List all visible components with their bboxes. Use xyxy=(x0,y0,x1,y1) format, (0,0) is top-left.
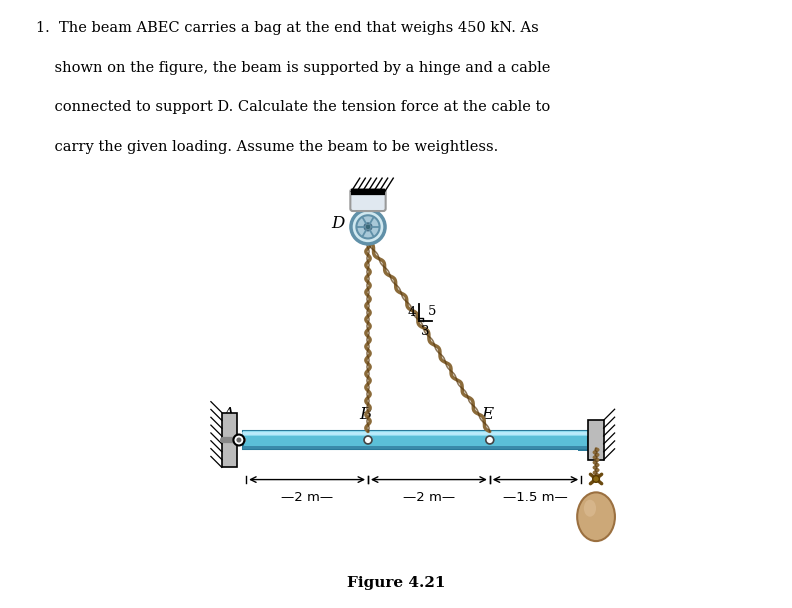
Bar xyxy=(243,446,588,449)
Text: D: D xyxy=(332,215,345,232)
Text: 5: 5 xyxy=(428,305,436,319)
Circle shape xyxy=(234,435,245,446)
Text: connected to support D. Calculate the tension force at the cable to: connected to support D. Calculate the te… xyxy=(36,100,550,114)
Bar xyxy=(243,432,588,436)
Bar xyxy=(243,432,588,449)
Circle shape xyxy=(364,436,372,444)
Bar xyxy=(222,413,237,468)
Bar xyxy=(578,449,588,451)
Circle shape xyxy=(366,225,370,229)
Text: —1.5 m—: —1.5 m— xyxy=(503,491,568,503)
Circle shape xyxy=(356,215,379,238)
Ellipse shape xyxy=(577,492,615,541)
Circle shape xyxy=(485,436,493,444)
Text: —2 m—: —2 m— xyxy=(403,491,455,503)
Text: E: E xyxy=(482,406,493,423)
Text: —2 m—: —2 m— xyxy=(281,491,333,503)
Text: C: C xyxy=(590,430,603,447)
Text: A: A xyxy=(222,406,234,423)
Circle shape xyxy=(351,210,385,244)
Text: B: B xyxy=(360,406,371,423)
Text: 1.  The beam ABEC carries a bag at the end that weighs 450 kN. As: 1. The beam ABEC carries a bag at the en… xyxy=(36,21,539,35)
Bar xyxy=(588,420,604,460)
Ellipse shape xyxy=(584,500,596,517)
Text: shown on the figure, the beam is supported by a hinge and a cable: shown on the figure, the beam is support… xyxy=(36,61,550,75)
Circle shape xyxy=(237,438,241,442)
Circle shape xyxy=(364,223,371,230)
Text: 4: 4 xyxy=(407,306,416,319)
Circle shape xyxy=(592,475,600,482)
FancyBboxPatch shape xyxy=(350,189,386,211)
Text: Figure 4.21: Figure 4.21 xyxy=(347,576,445,590)
Text: 3: 3 xyxy=(421,325,430,338)
Text: carry the given loading. Assume the beam to be weightless.: carry the given loading. Assume the beam… xyxy=(36,140,498,154)
